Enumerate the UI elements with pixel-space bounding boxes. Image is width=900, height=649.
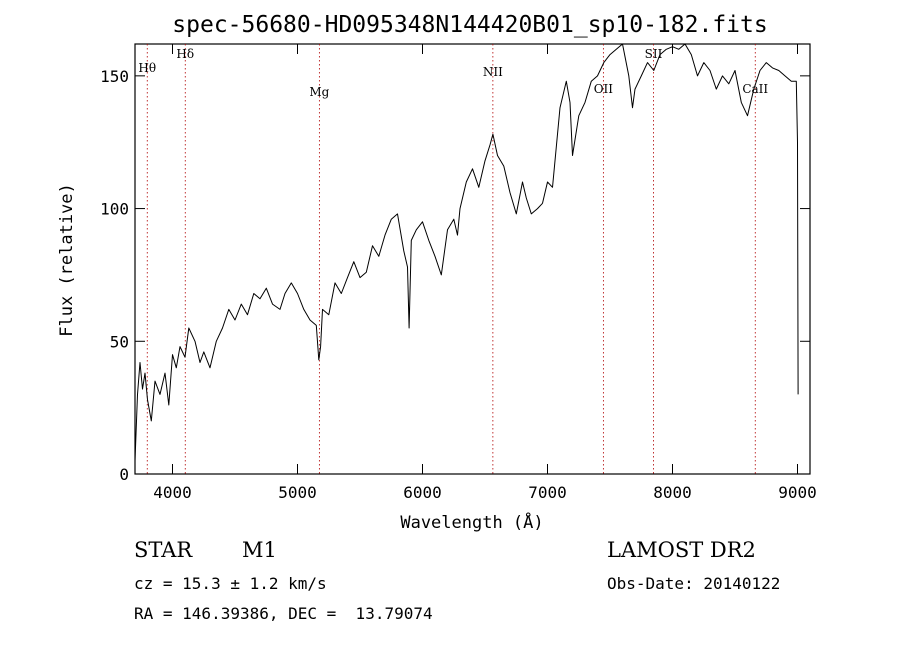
y-tick-label: 50 <box>110 332 129 351</box>
x-tick-label: 9000 <box>778 483 817 502</box>
spectrum-line <box>134 43 799 461</box>
line-annotations: Hθ Hδ Mg NII OII SII CaII <box>138 44 768 474</box>
x-tick-label: 6000 <box>403 483 442 502</box>
annotation-label: SII <box>645 47 663 61</box>
x-axis-label: Wavelength (Å) <box>400 511 543 533</box>
x-axis-ticks: 4000 5000 6000 7000 8000 9000 <box>153 44 817 502</box>
object-type: STAR <box>134 538 193 562</box>
x-tick-label: 4000 <box>153 483 192 502</box>
x-tick-label: 8000 <box>653 483 692 502</box>
coordinates: RA = 146.39386, DEC = 13.79074 <box>134 604 433 623</box>
subclass: M1 <box>242 538 277 562</box>
y-axis-label: Flux (relative) <box>57 183 77 337</box>
annotation-label: Hδ <box>176 47 194 61</box>
survey-name: LAMOST DR2 <box>607 538 756 562</box>
y-tick-label: 0 <box>119 465 129 484</box>
plot-frame <box>134 43 811 475</box>
y-tick-label: 100 <box>100 200 129 219</box>
x-tick-label: 5000 <box>278 483 317 502</box>
annotation-label: NII <box>483 65 503 79</box>
chart-title: spec-56680-HD095348N144420B01_sp10-182.f… <box>172 12 767 38</box>
obs-date: Obs-Date: 20140122 <box>607 574 781 593</box>
annotation-label: Hθ <box>138 61 156 75</box>
annotation-label: Mg <box>309 85 329 99</box>
annotation-label: CaII <box>742 82 768 96</box>
redshift-readout: cz = 15.3 ± 1.2 km/s <box>134 574 327 593</box>
x-tick-label: 7000 <box>528 483 567 502</box>
annotation-label: OII <box>594 82 614 96</box>
y-axis-ticks: 0 50 100 150 <box>100 67 810 484</box>
y-tick-label: 150 <box>100 67 129 86</box>
